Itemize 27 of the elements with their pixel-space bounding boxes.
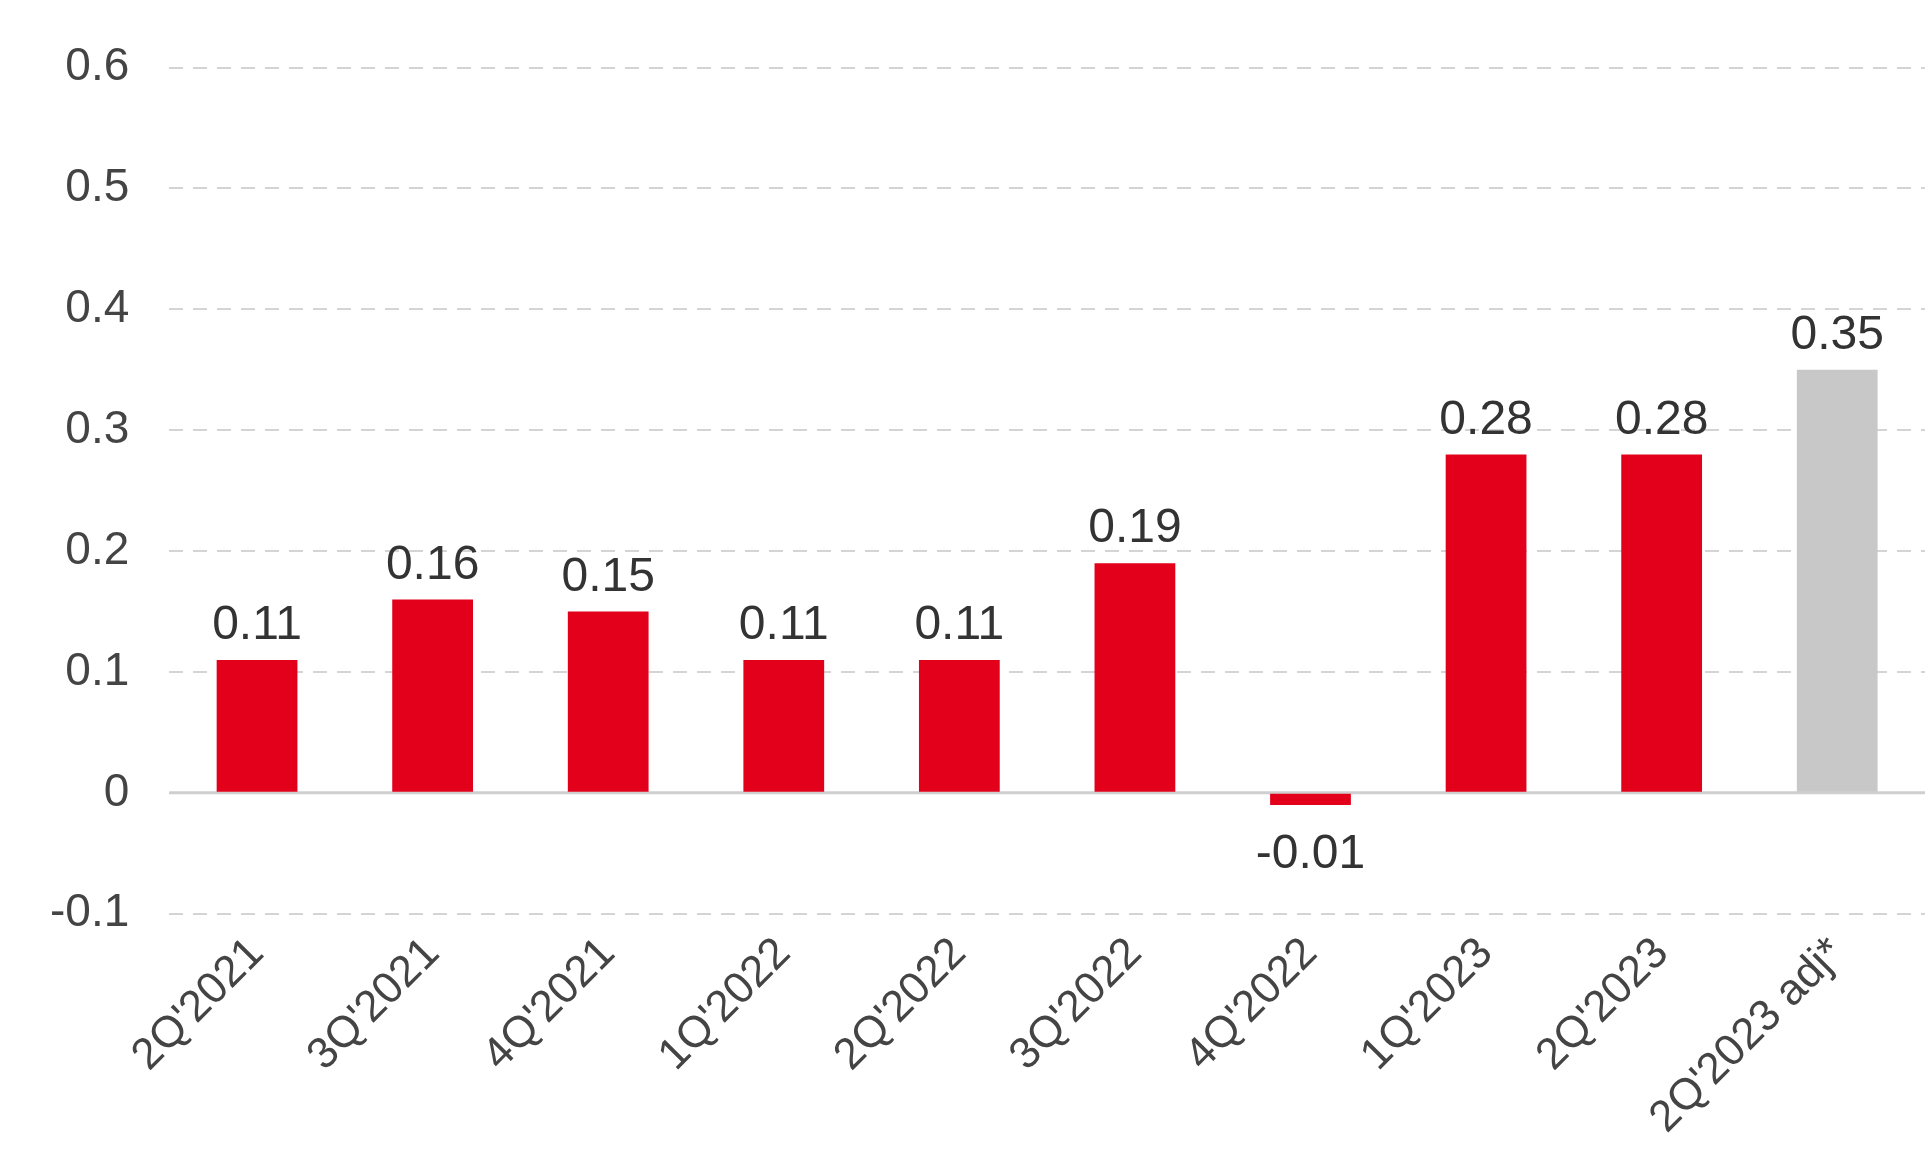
- bar: [392, 599, 474, 792]
- bar: [1445, 454, 1527, 792]
- y-tick-label: 0.2: [65, 521, 130, 574]
- bar: [567, 611, 649, 792]
- y-tick-label: 0.3: [65, 400, 130, 453]
- bar: [1270, 793, 1351, 805]
- data-label: 0.19: [1088, 499, 1182, 553]
- bar: [743, 659, 825, 792]
- bar: [216, 659, 298, 792]
- data-label: 0.16: [385, 535, 480, 589]
- y-tick-label: 0.1: [65, 642, 130, 695]
- data-label: 0.28: [1439, 390, 1533, 444]
- bar: [1094, 563, 1176, 792]
- y-tick-label: 0.5: [65, 159, 130, 212]
- data-label: 0.28: [1614, 390, 1709, 444]
- data-label: 0.11: [212, 596, 302, 650]
- bar: [918, 659, 1000, 792]
- y-tick-label: 0: [103, 763, 130, 816]
- y-tick-label: -0.1: [50, 884, 130, 937]
- y-tick-label: 0.4: [65, 280, 130, 333]
- y-tick-label: 0.6: [65, 38, 130, 91]
- data-label: 0.11: [738, 596, 829, 650]
- data-label: -0.01: [1255, 825, 1366, 879]
- data-label: 0.11: [914, 596, 1005, 650]
- data-label: 0.35: [1790, 306, 1884, 360]
- bar: [1621, 454, 1703, 792]
- data-label: 0.15: [561, 547, 655, 601]
